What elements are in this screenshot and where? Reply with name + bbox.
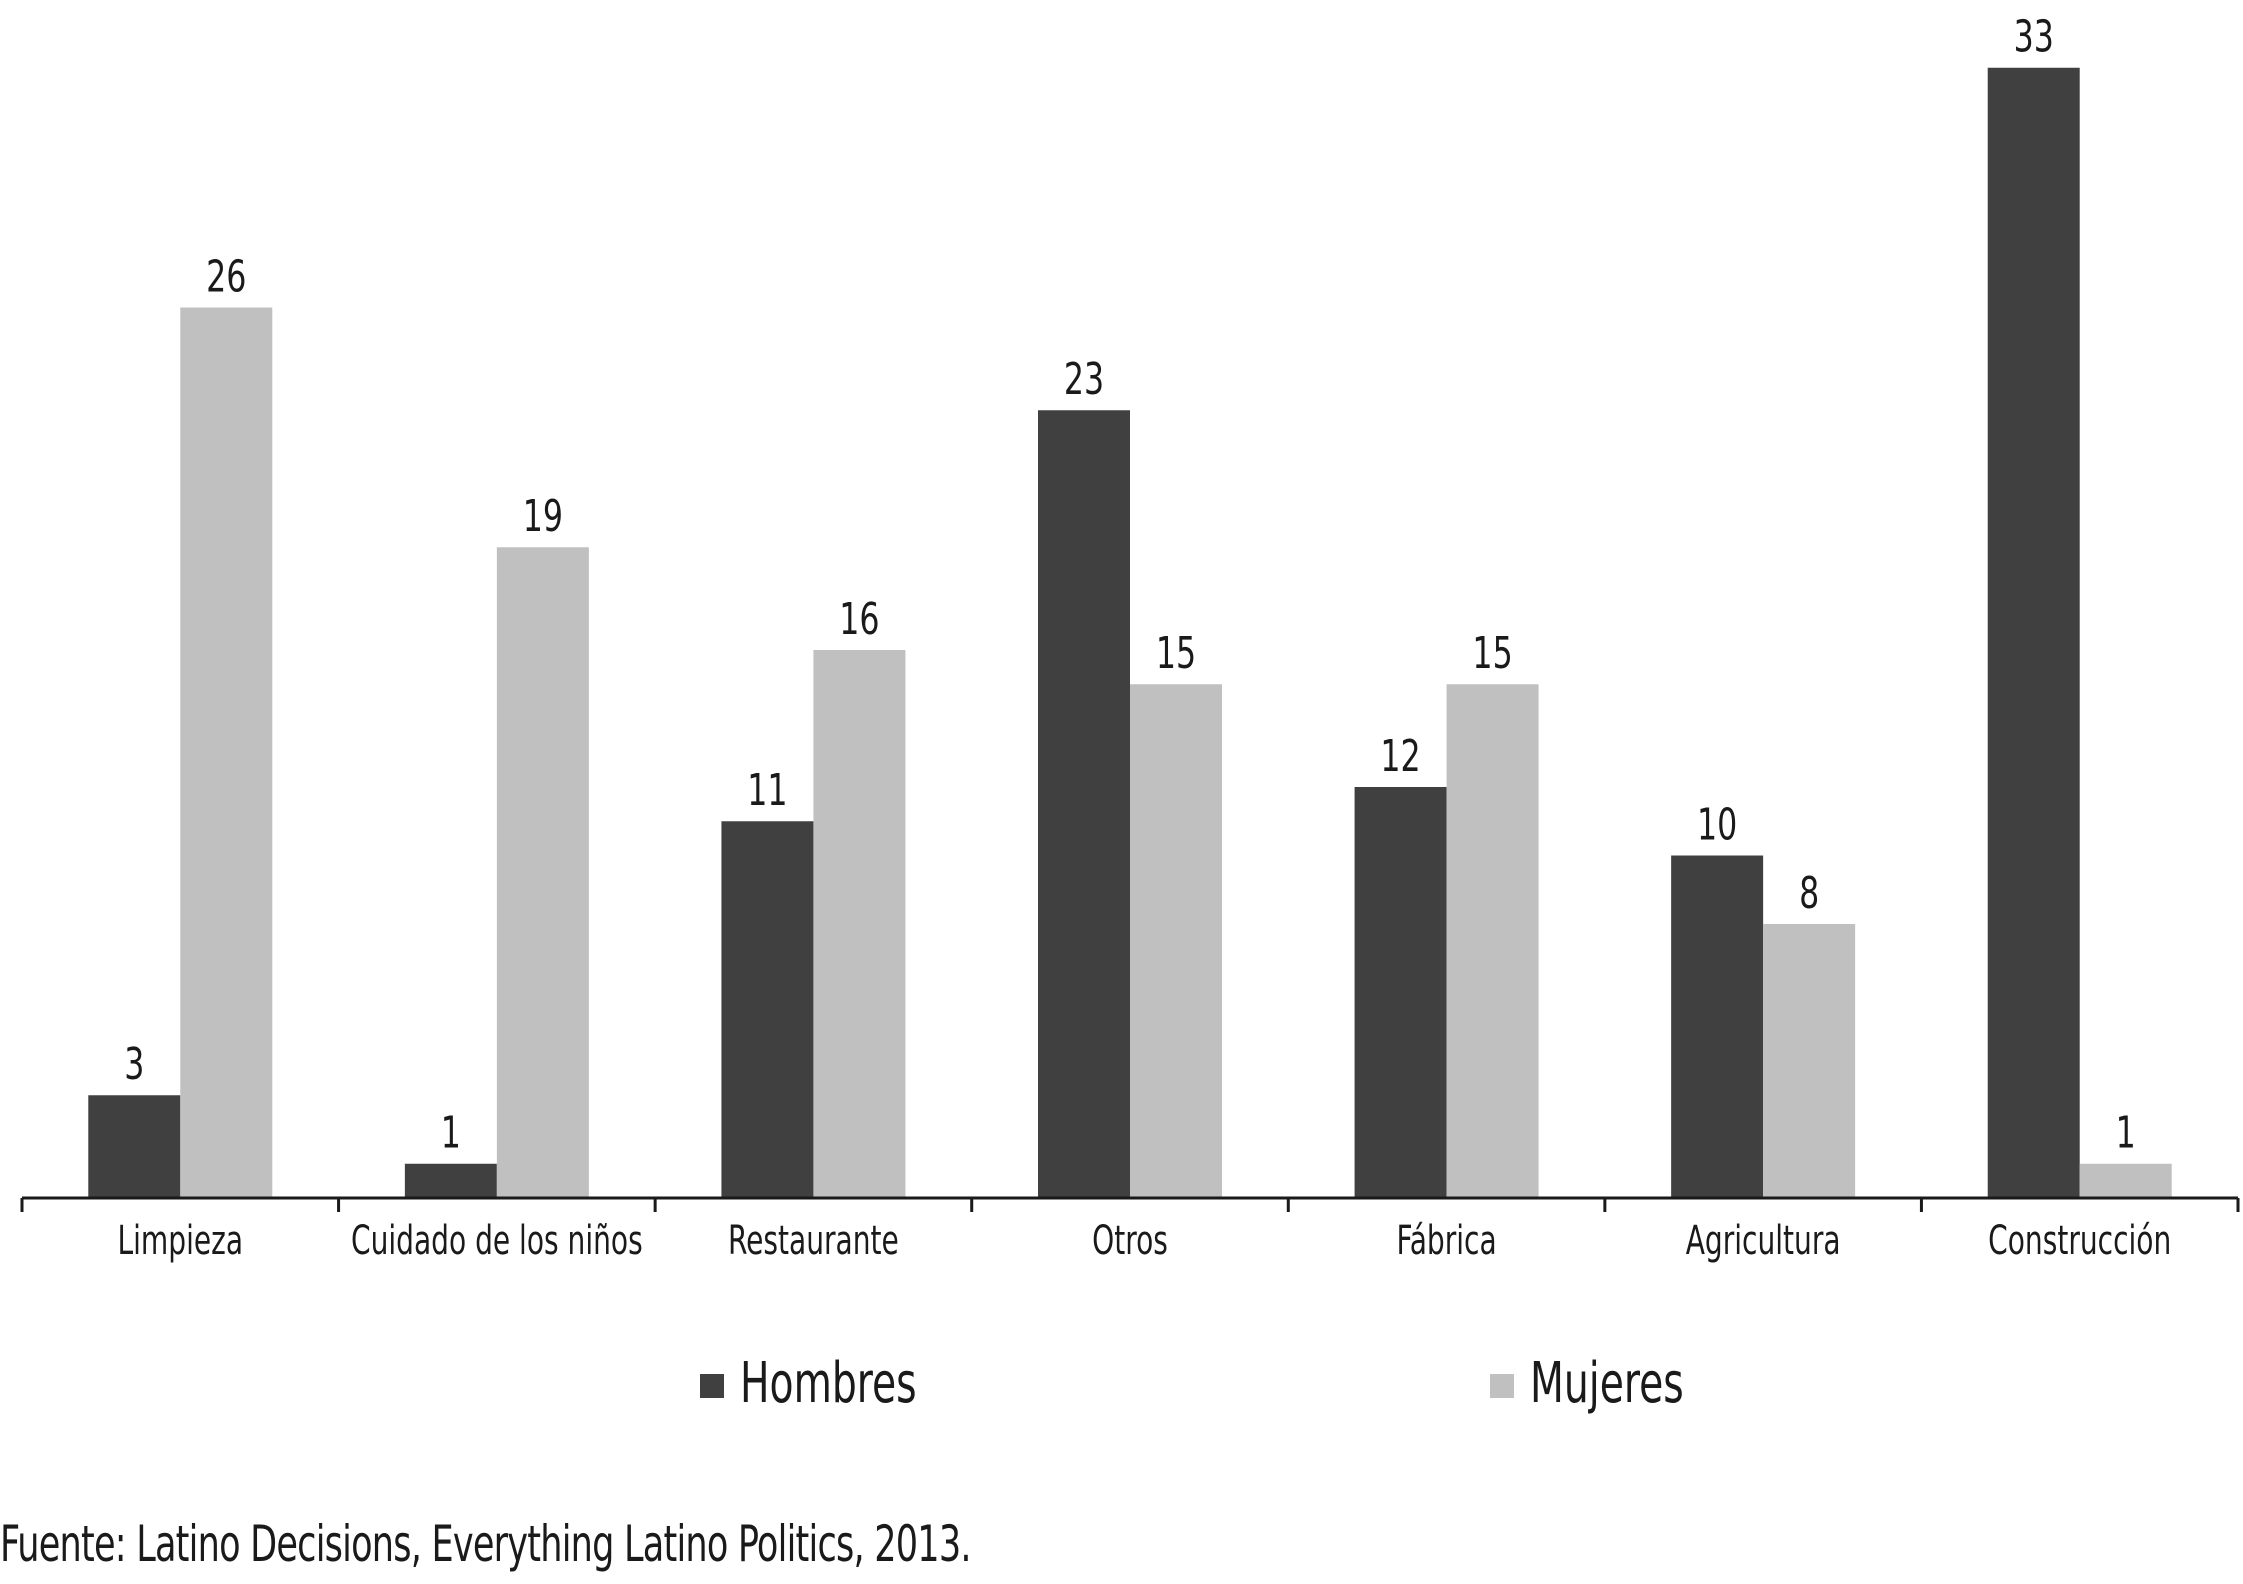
- legend-label-mujeres: Mujeres: [1530, 1350, 1684, 1416]
- legend-swatch-mujeres: [1490, 1374, 1514, 1398]
- value-labels-layer: 3 26 1 19 11 16 23 15 12 15 10 8 33 1: [124, 12, 2136, 1159]
- value-label-mujeres-limpieza: 26: [206, 252, 246, 303]
- bar-hombres-restaurante: [721, 821, 814, 1198]
- bars-layer: [88, 67, 2172, 1198]
- value-label-mujeres-agricultura: 8: [1799, 868, 1819, 919]
- value-label-hombres-otros: 23: [1064, 354, 1104, 405]
- bar-mujeres-limpieza: [180, 307, 273, 1198]
- value-label-hombres-fabrica: 12: [1380, 731, 1420, 782]
- category-label-cuidado-de-los-ninos: Cuidado de los niños: [351, 1218, 643, 1264]
- value-label-mujeres-fabrica: 15: [1472, 628, 1512, 679]
- bar-hombres-agricultura: [1671, 855, 1764, 1198]
- bar-mujeres-otros: [1130, 684, 1222, 1198]
- bar-hombres-otros: [1038, 410, 1130, 1198]
- legend-swatch-hombres: [700, 1374, 724, 1398]
- value-label-mujeres-restaurante: 16: [839, 594, 879, 645]
- category-label-otros: Otros: [1092, 1218, 1168, 1264]
- bar-mujeres-agricultura: [1763, 924, 1856, 1198]
- value-label-hombres-construccion: 33: [2014, 12, 2054, 63]
- bar-hombres-construccion: [1987, 67, 2080, 1198]
- category-label-agricultura: Agricultura: [1686, 1218, 1841, 1264]
- value-label-hombres-restaurante: 11: [747, 765, 787, 816]
- category-label-fabrica: Fábrica: [1396, 1218, 1496, 1264]
- x-axis: [20, 1196, 2240, 1212]
- bar-mujeres-cuidado-de-los-ninos: [496, 547, 589, 1198]
- bar-hombres-cuidado-de-los-ninos: [404, 1163, 497, 1198]
- bar-mujeres-fabrica: [1446, 684, 1539, 1198]
- category-label-construccion: Construcción: [1988, 1218, 2171, 1264]
- bar-mujeres-restaurante: [813, 650, 906, 1198]
- value-label-hombres-agricultura: 10: [1697, 800, 1737, 851]
- bar-mujeres-construccion: [2079, 1163, 2172, 1198]
- category-label-restaurante: Restaurante: [728, 1218, 899, 1264]
- category-label-limpieza: Limpieza: [117, 1218, 243, 1264]
- value-label-mujeres-construccion: 1: [2116, 1108, 2136, 1159]
- category-labels-layer: Limpieza Cuidado de los niños Restaurante O…: [117, 1218, 2171, 1264]
- value-label-mujeres-otros: 15: [1156, 628, 1196, 679]
- legend: Hombres Mujeres: [700, 1350, 1684, 1416]
- legend-label-hombres: Hombres: [740, 1350, 917, 1416]
- source-note: Fuente: Latino Decisions, Everything Lat…: [0, 1515, 972, 1573]
- value-label-hombres-cuidado-de-los-ninos: 1: [441, 1108, 461, 1159]
- value-label-hombres-limpieza: 3: [124, 1039, 144, 1090]
- bar-hombres-fabrica: [1354, 787, 1447, 1198]
- bar-hombres-limpieza: [88, 1095, 181, 1198]
- value-label-mujeres-cuidado-de-los-ninos: 19: [523, 491, 563, 542]
